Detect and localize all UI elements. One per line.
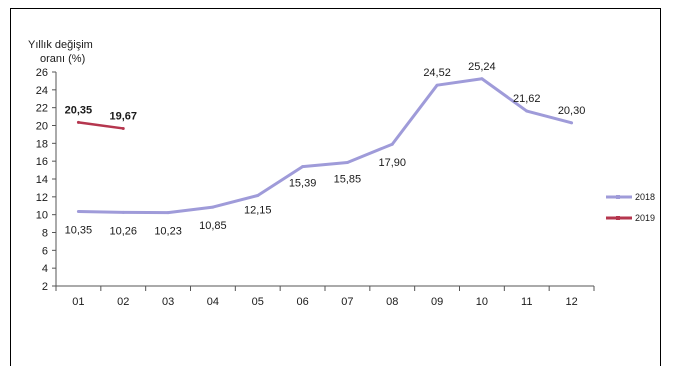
y-tick-label: 8 <box>42 228 48 240</box>
data-label-2019: 19,67 <box>109 110 137 122</box>
series-line-2019 <box>78 121 124 130</box>
y-tick-label: 10 <box>36 210 48 222</box>
data-label-2018: 12,15 <box>244 204 272 216</box>
data-point-2019 <box>76 120 80 124</box>
y-tick-label: 6 <box>42 245 48 257</box>
data-label-2018: 10,85 <box>199 220 227 232</box>
y-tick-label: 2 <box>42 281 48 293</box>
data-point-2018 <box>166 211 170 215</box>
y-tick-label: 24 <box>36 85 48 97</box>
y-tick-label: 4 <box>42 263 48 275</box>
data-point-2018 <box>76 210 80 214</box>
y-axis-label-line1: Yıllık değişim <box>28 39 93 51</box>
data-point-2018 <box>435 83 439 87</box>
x-tick-label: 01 <box>72 296 84 308</box>
data-point-2018 <box>301 165 305 169</box>
x-tick-label: 03 <box>162 296 174 308</box>
data-label-2018: 20,30 <box>558 105 586 117</box>
x-tick-label: 09 <box>431 296 443 308</box>
legend-label-2019: 2019 <box>635 213 655 223</box>
data-point-2018 <box>121 210 125 214</box>
legend-label-2018: 2018 <box>635 192 655 202</box>
data-label-2018: 21,62 <box>513 93 541 105</box>
data-label-2018: 15,85 <box>334 174 362 186</box>
x-tick-label: 02 <box>117 296 129 308</box>
y-tick-label: 16 <box>36 156 48 168</box>
y-tick-label: 18 <box>36 138 48 150</box>
chart-frame <box>10 8 661 366</box>
data-point-2018 <box>480 77 484 81</box>
x-tick-label: 06 <box>296 296 308 308</box>
y-tick-label: 14 <box>36 174 48 186</box>
data-point-2018 <box>211 205 215 209</box>
legend-marker-2018 <box>616 195 620 199</box>
x-tick-label: 07 <box>341 296 353 308</box>
series-line-2018 <box>78 77 572 215</box>
data-point-2019 <box>121 126 125 130</box>
y-tick-label: 26 <box>36 67 48 79</box>
data-point-2018 <box>570 121 574 125</box>
data-label-2018: 10,35 <box>65 225 93 237</box>
data-point-2018 <box>390 142 394 146</box>
data-point-2018 <box>256 193 260 197</box>
y-tick-label: 20 <box>36 121 48 133</box>
y-axis-label-line2: oranı (%) <box>40 53 85 65</box>
x-tick-label: 10 <box>476 296 488 308</box>
data-point-2018 <box>525 109 529 113</box>
data-label-2018: 10,23 <box>154 226 182 238</box>
legend-marker-2019 <box>616 216 620 220</box>
x-tick-label: 11 <box>521 296 532 308</box>
data-label-2018: 25,24 <box>468 61 496 73</box>
data-label-2018: 17,90 <box>378 157 406 169</box>
data-label-2018: 24,52 <box>423 67 451 79</box>
y-tick-label: 22 <box>36 103 48 115</box>
x-tick-label: 05 <box>252 296 264 308</box>
x-tick-label: 08 <box>386 296 398 308</box>
data-point-2018 <box>345 161 349 165</box>
data-label-2019: 20,35 <box>65 104 93 116</box>
x-tick-label: 12 <box>565 296 577 308</box>
data-label-2018: 10,26 <box>109 225 137 237</box>
x-tick-label: 04 <box>207 296 219 308</box>
y-tick-label: 12 <box>36 192 48 204</box>
data-label-2018: 15,39 <box>289 178 317 190</box>
